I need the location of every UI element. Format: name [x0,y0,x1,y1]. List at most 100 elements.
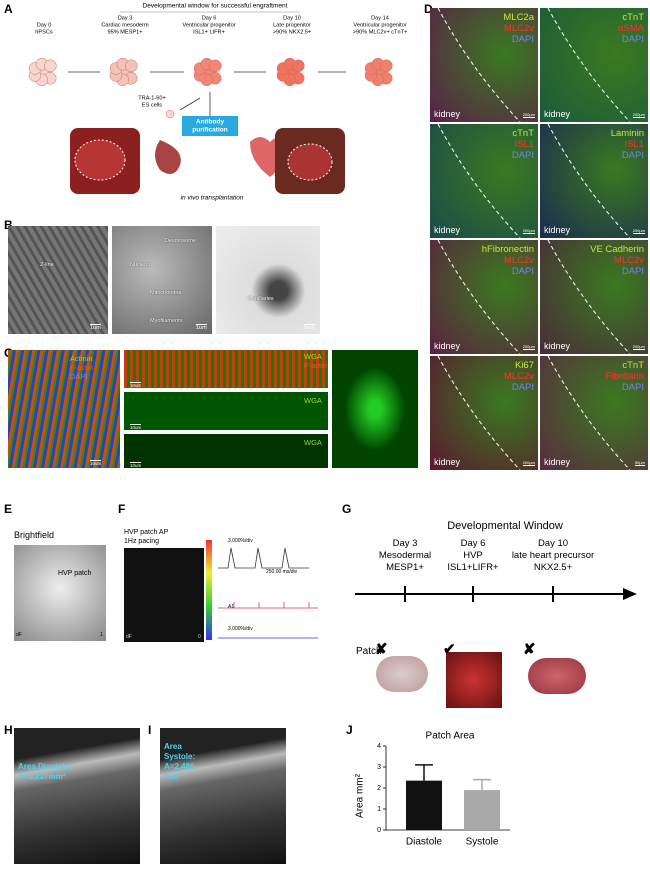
stain-label: DAPI [511,266,534,277]
fluor-image [8,350,120,468]
stage-label: ISL1+LIFR+ [447,562,499,573]
stain-label: cTnT [622,360,644,371]
ultrasound-image [160,728,286,864]
stain-label: MLC2v [503,255,534,266]
x-tick-label: Systole [466,837,499,848]
line: Area Diastole: [18,762,72,771]
stain-label: Fibrillarin [605,371,644,382]
stage-label: hPSCs [35,29,53,35]
panel-letter: J [346,723,353,737]
title: Brightfield [14,530,55,540]
stain-label: DAPI [621,34,644,45]
outcome: ✔ [443,641,456,658]
panel-letter: H [4,723,13,737]
stain-label: DAPI [621,266,644,277]
purification-label: purification [192,127,227,134]
stage-label: >90% MLC2v+ cTnT+ [353,29,408,35]
stage-label: late heart precursor [511,550,595,561]
channel: A1 [228,604,235,610]
stage-label: Ventricular progenitor [182,22,235,28]
micrograph: MLC2a MLC2v DAPI kidney 200µm [430,8,538,122]
em-image [216,226,320,334]
stain-label: ISL1 [624,139,644,150]
stage-label: Late progenitor [273,22,311,28]
stage-label: Day 10 [537,538,569,549]
em-label: Z-line [40,262,54,268]
y-tick-label: 4 [377,743,381,750]
em-label: Myofilaments [150,318,183,324]
stain-label: DAPI [511,34,534,45]
fluor-image [124,350,328,388]
stage-label: 95% MESP1+ [108,29,143,35]
tissue-label: kidney [544,457,571,467]
boundary [437,124,521,238]
stain-label: VE Cadherin [590,244,644,255]
y-tick-label: 0 [377,827,381,834]
stage-label: Cardiac mesoderm [101,22,149,28]
line: A=3,237mm² [18,772,66,781]
stage-label: Day 10 [283,15,301,21]
purification-box [182,116,238,136]
scale-bar: 50µm [634,460,645,466]
stage-label: Day 3 [118,15,133,21]
line: A=2,486 [164,762,195,771]
line: Area [164,742,182,751]
excluded-label: TRA-1-60+ [138,95,166,101]
channel-label: WGA [304,396,322,405]
scale: 3.000%/div [228,626,253,632]
boundary [547,356,631,470]
trace [218,602,318,609]
cell [209,59,222,73]
boundary [547,124,631,238]
channel-label: WGA [304,438,322,447]
channel-label: DAPI [70,372,88,381]
micrograph: hFibronectin MLC2v DAPI kidney 200µm [430,240,538,354]
scale: 3.000%/div [228,538,253,544]
stage-label: MESP1+ [386,562,424,573]
scale-bar: 5um [304,324,315,331]
stain-label: cTnT [622,12,644,23]
row-label: Patch [356,646,382,657]
bar [464,790,500,830]
optical-map [124,548,204,642]
cell [44,59,57,73]
panel-letter: A [4,2,13,16]
corner: 0 [198,634,201,640]
scale-bar: 200µm [632,344,645,350]
stain-label: Laminin [610,128,644,139]
panel-letter: E [4,502,13,516]
outcome: ✘ [375,641,388,658]
scale-bar: 200µm [522,460,535,466]
stain-label: ISL1 [514,139,534,150]
title-line: 1Hz pacing [124,538,160,545]
micrograph: Laminin ISL1 DAPI kidney 200µm [540,124,648,238]
micrograph: VE Cadherin MLC2v DAPI kidney 200µm [540,240,648,354]
cell [165,109,175,119]
scale-bar: 10um [90,460,102,466]
stain-label: αSMA [617,23,644,34]
tissue-label: kidney [434,225,461,235]
line: Systole: [164,752,196,761]
stain-label: MLC2a [503,12,534,23]
patch-photo [528,658,586,694]
panel-letter: B [4,218,13,232]
cell [380,59,393,73]
micrograph: cTnT Fibrillarin DAPI kidney 50µm [540,356,648,470]
panel-letter: G [342,502,352,516]
arrows [68,71,346,132]
em-label: Mitochondria [150,290,182,296]
bar-chart: Patch Area Area mm² 0 1 2 3 4 Diastole Systole [355,731,510,848]
em-label: Nucleus [130,262,150,268]
stain-label: DAPI [621,382,644,393]
em-label: Desmosome [165,238,196,244]
colorbar [206,540,212,640]
y-tick-label: 1 [377,806,381,813]
stain-label: Ki67 [514,360,534,371]
tissue-label: kidney [434,109,461,119]
tissue-label: kidney [544,109,571,119]
micrograph: Ki67 MLC2v DAPI kidney 200µm [430,356,538,470]
panel-letter: D [424,2,433,16]
patch [74,139,126,181]
scale-bar: 10um [130,462,142,468]
boundary [437,8,521,122]
